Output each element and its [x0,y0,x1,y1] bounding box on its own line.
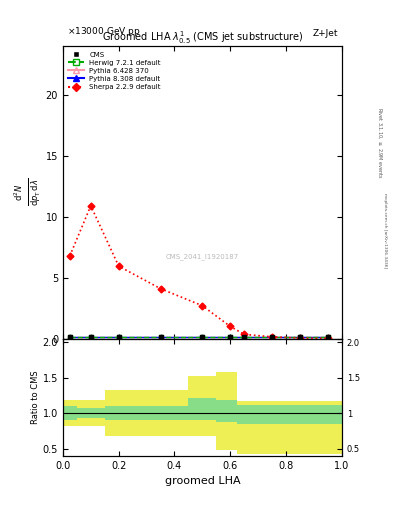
Legend: CMS, Herwig 7.2.1 default, Pythia 6.428 370, Pythia 8.308 default, Sherpa 2.2.9 : CMS, Herwig 7.2.1 default, Pythia 6.428 … [66,50,163,92]
X-axis label: groomed LHA: groomed LHA [165,476,240,486]
Text: Z+Jet: Z+Jet [312,29,338,38]
Y-axis label: $\mathrm{d}^2N$
$\overline{\mathrm{d}p_\mathrm{T}\,\mathrm{d}\lambda}$: $\mathrm{d}^2N$ $\overline{\mathrm{d}p_\… [12,178,43,206]
Title: Groomed LHA $\lambda^{1}_{0.5}$ (CMS jet substructure): Groomed LHA $\lambda^{1}_{0.5}$ (CMS jet… [102,29,303,46]
Text: CMS_2041_I1920187: CMS_2041_I1920187 [166,253,239,260]
Text: mcplots.cern.ch [arXiv:1306.3436]: mcplots.cern.ch [arXiv:1306.3436] [383,193,387,268]
Text: $\times$13000 GeV pp: $\times$13000 GeV pp [67,26,140,38]
Y-axis label: Ratio to CMS: Ratio to CMS [31,370,40,424]
Text: Rivet 3.1.10, $\geq$ 2.9M events: Rivet 3.1.10, $\geq$ 2.9M events [375,108,383,179]
